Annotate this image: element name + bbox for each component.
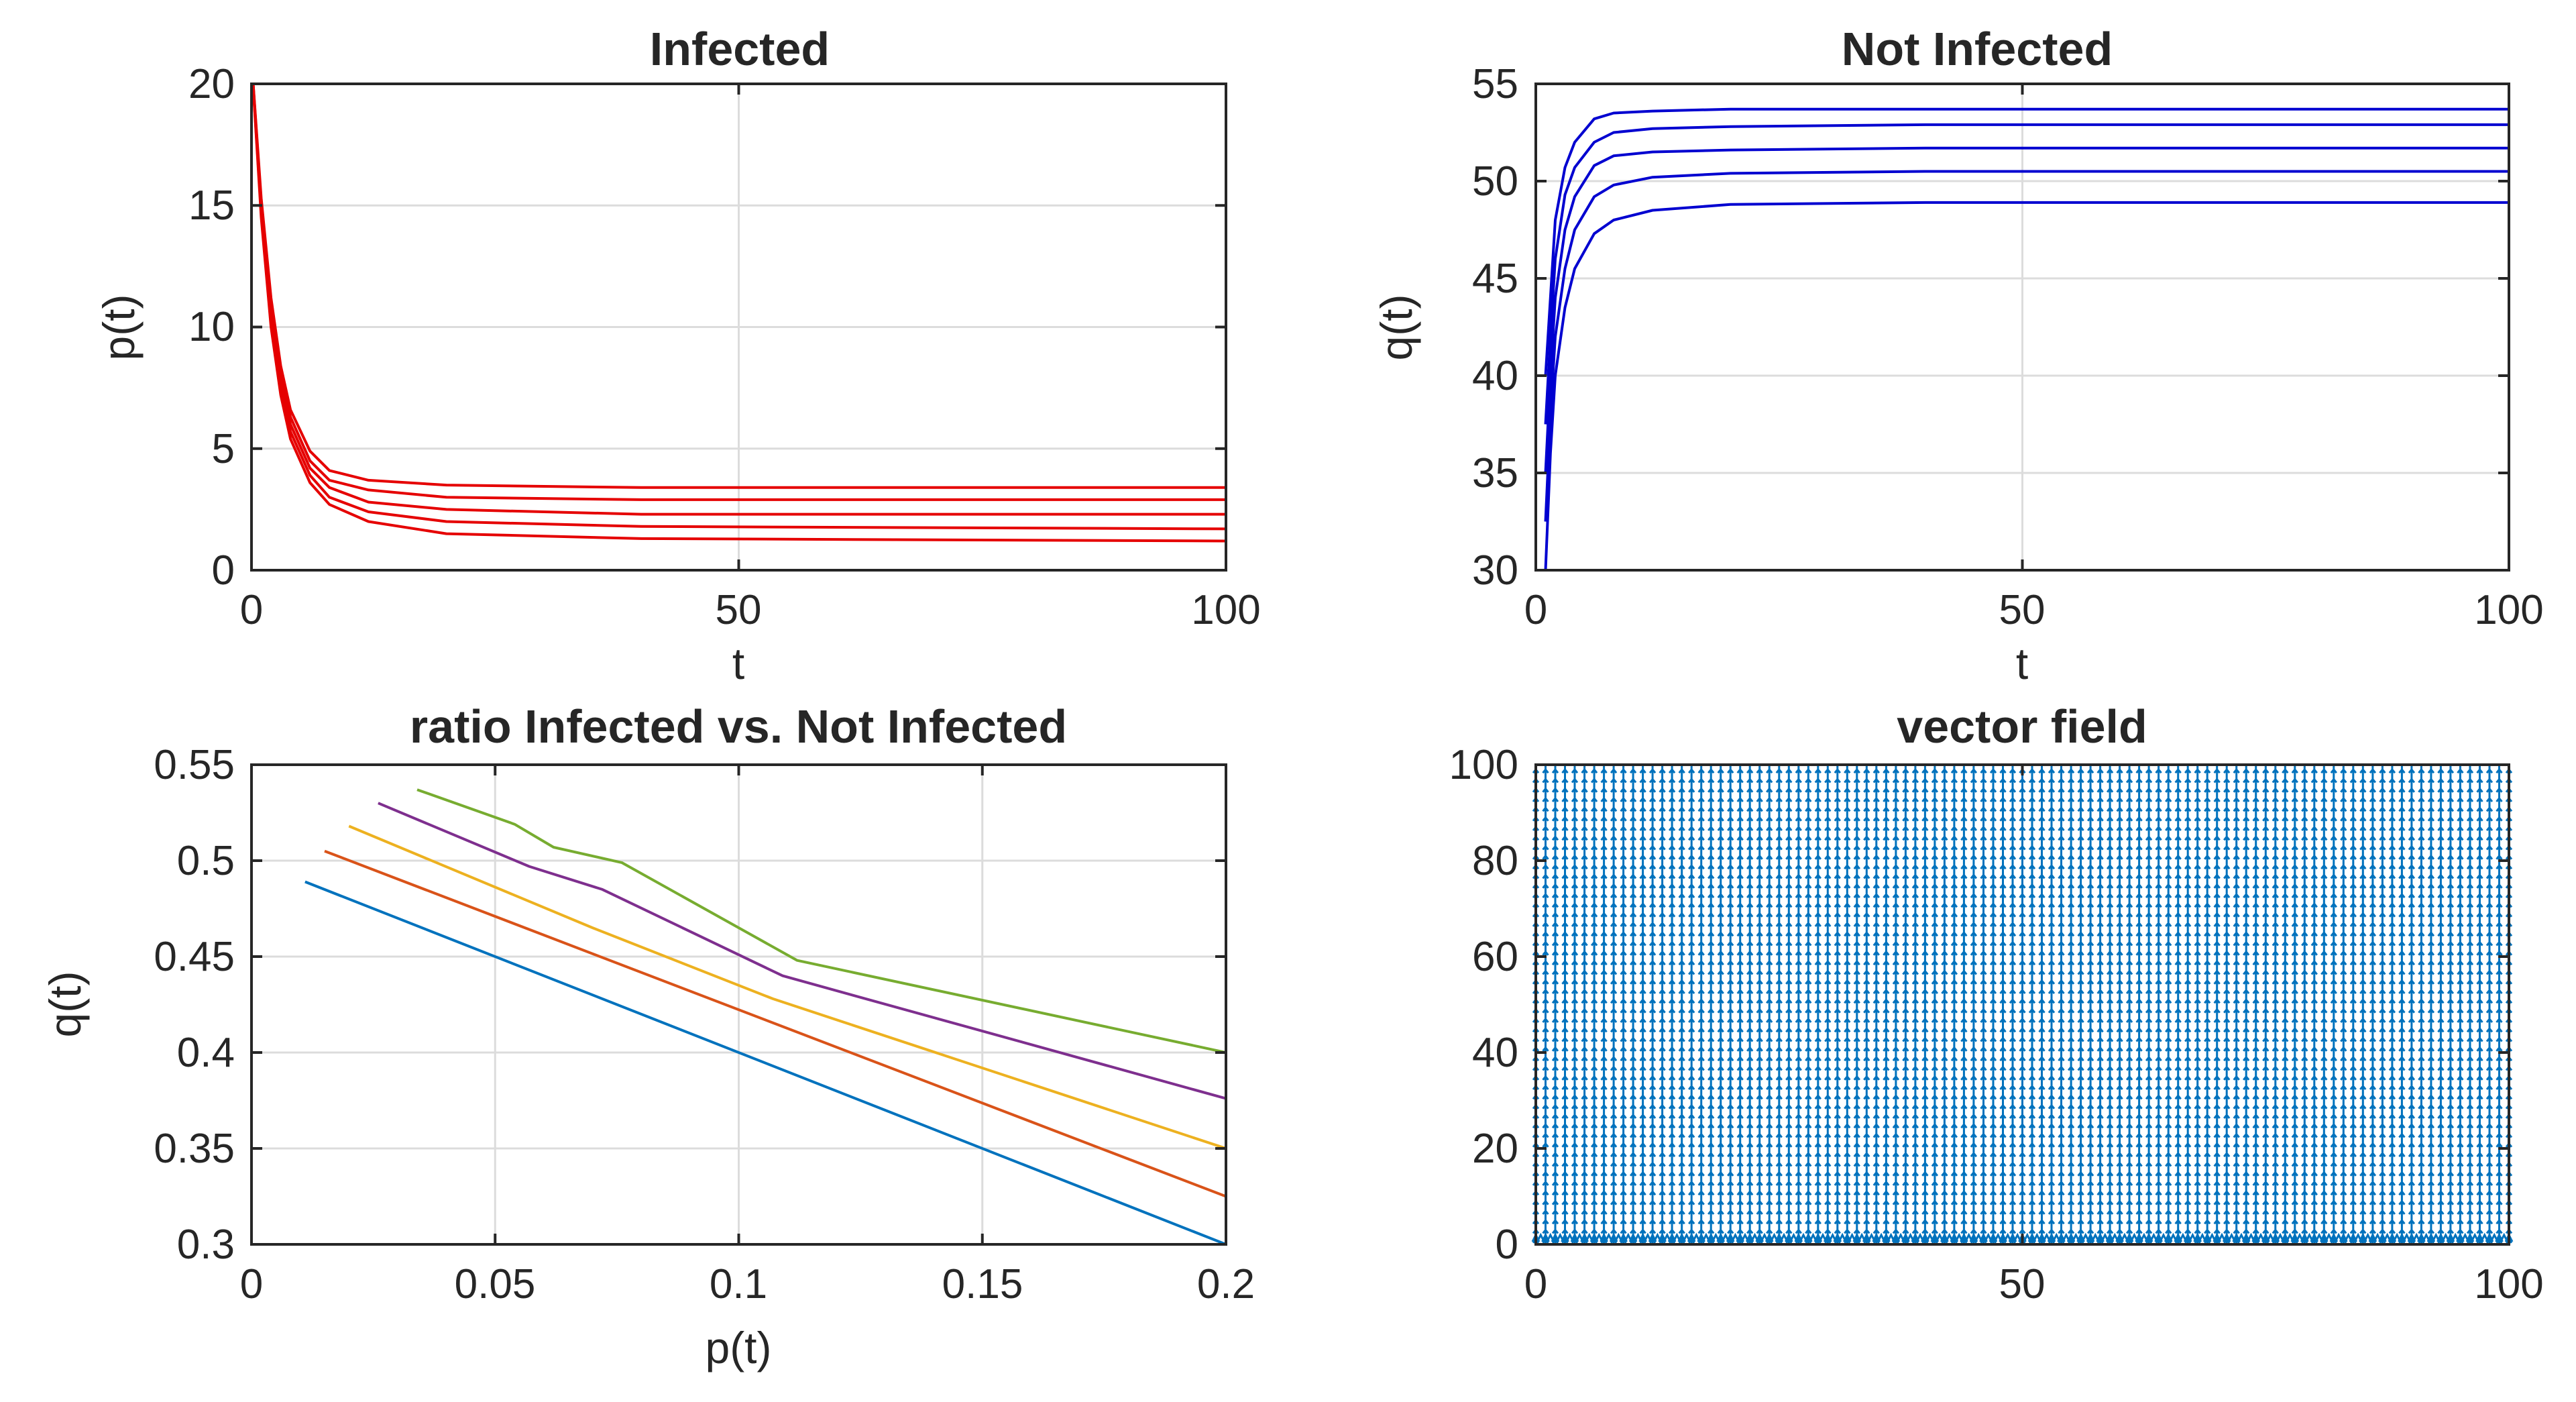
infected-xtick-label: 100	[1191, 587, 1260, 633]
infected-xlabel: t	[732, 639, 744, 688]
not-infected-ytick-label: 50	[1472, 158, 1518, 205]
vector-field-arrow-columns	[1532, 765, 2513, 1244]
ratio-ylabel: q(t)	[40, 971, 90, 1038]
ratio-ytick-label: 0.45	[154, 934, 235, 980]
ratio-xtick-label: 0.1	[710, 1261, 767, 1307]
vector-field-ytick-label: 20	[1472, 1126, 1518, 1172]
not-infected-series-line-3	[1544, 146, 2509, 474]
ratio-ytick-label: 0.35	[154, 1126, 235, 1172]
infected-ytick-label: 0	[212, 547, 235, 594]
vector-field-title: vector field	[1897, 700, 2147, 753]
ratio-series-line-2	[324, 849, 1226, 1198]
infected-ytick-label: 15	[188, 182, 235, 229]
infected-ytick-label: 5	[212, 426, 235, 472]
not-infected-ytick-label: 45	[1472, 256, 1518, 302]
not-infected-ytick-label: 40	[1472, 353, 1518, 399]
ratio-series-line-1	[304, 880, 1226, 1244]
subplot-infected: Infected 0 50 100 0 5 10 15 20 t p(t)	[94, 23, 1261, 688]
infected-xtick-label: 0	[240, 587, 263, 633]
not-infected-xtick-label: 50	[1999, 587, 2046, 633]
not-infected-ytick-label: 55	[1472, 61, 1518, 107]
vector-field-xtick-label: 50	[1999, 1261, 2046, 1307]
vector-field-arrows	[1531, 765, 2514, 1244]
subplot-ratio: ratio Infected vs. Not Infected 0 0.05 0…	[40, 700, 1255, 1372]
vector-field-xtick-label: 0	[1524, 1261, 1547, 1307]
ratio-xtick-label: 0.15	[942, 1261, 1023, 1307]
infected-xtick-label: 50	[716, 587, 762, 633]
not-infected-ylabel: q(t)	[1371, 294, 1421, 361]
ratio-xtick-label: 0	[240, 1261, 263, 1307]
infected-ytick-label: 10	[188, 304, 235, 350]
ratio-title: ratio Infected vs. Not Infected	[410, 700, 1067, 753]
not-infected-series-line-1	[1544, 201, 2509, 570]
infected-tick-marks	[250, 83, 1227, 572]
not-infected-xlabel: t	[2016, 639, 2028, 688]
ratio-series-line-3	[348, 824, 1226, 1150]
vector-field-ytick-label: 40	[1472, 1030, 1518, 1076]
not-infected-xtick-label: 100	[2474, 587, 2543, 633]
infected-ylabel: p(t)	[94, 294, 144, 361]
infected-series-line-5	[251, 84, 1226, 489]
ratio-series-line-5	[416, 788, 1226, 1054]
subplot-not-infected: Not Infected 0 50 100 30 35 40 45 50 55 …	[1371, 23, 2544, 688]
vector-field-ytick-label: 80	[1472, 838, 1518, 884]
vector-field-ytick-label: 100	[1449, 742, 1518, 788]
not-infected-lines	[1544, 107, 2509, 570]
ratio-grid	[250, 763, 1227, 1246]
not-infected-tick-marks	[1534, 83, 2510, 572]
ratio-ytick-label: 0.55	[154, 742, 235, 788]
ratio-ytick-label: 0.3	[177, 1222, 235, 1268]
vector-field-ytick-label: 60	[1472, 934, 1518, 980]
subplot-vector-field: vector field 0 50 100 0 20 40 60 80 100	[1449, 700, 2544, 1307]
not-infected-ytick-label: 30	[1472, 547, 1518, 594]
ratio-ytick-label: 0.4	[177, 1030, 235, 1076]
not-infected-series-line-5	[1544, 107, 2509, 376]
infected-grid	[250, 83, 1227, 572]
ratio-lines	[304, 788, 1226, 1244]
vector-field-xtick-label: 100	[2474, 1261, 2543, 1307]
ratio-xlabel: p(t)	[706, 1323, 772, 1372]
ratio-ytick-label: 0.5	[177, 838, 235, 884]
not-infected-grid	[1534, 83, 2510, 572]
infected-lines	[251, 84, 1226, 543]
vector-field-tick-marks	[1534, 763, 2510, 1246]
infected-ytick-label: 20	[188, 61, 235, 107]
ratio-series-line-4	[378, 802, 1226, 1100]
not-infected-title: Not Infected	[1842, 23, 2113, 75]
not-infected-xtick-label: 0	[1524, 587, 1547, 633]
infected-title: Infected	[650, 23, 830, 75]
vector-field-ytick-label: 0	[1496, 1222, 1518, 1268]
not-infected-series-line-2	[1544, 170, 2509, 522]
ratio-xtick-label: 0.2	[1197, 1261, 1255, 1307]
ratio-tick-marks	[250, 763, 1227, 1246]
ratio-xtick-label: 0.05	[455, 1261, 536, 1307]
not-infected-ytick-label: 35	[1472, 450, 1518, 496]
not-infected-series-line-4	[1544, 123, 2509, 425]
